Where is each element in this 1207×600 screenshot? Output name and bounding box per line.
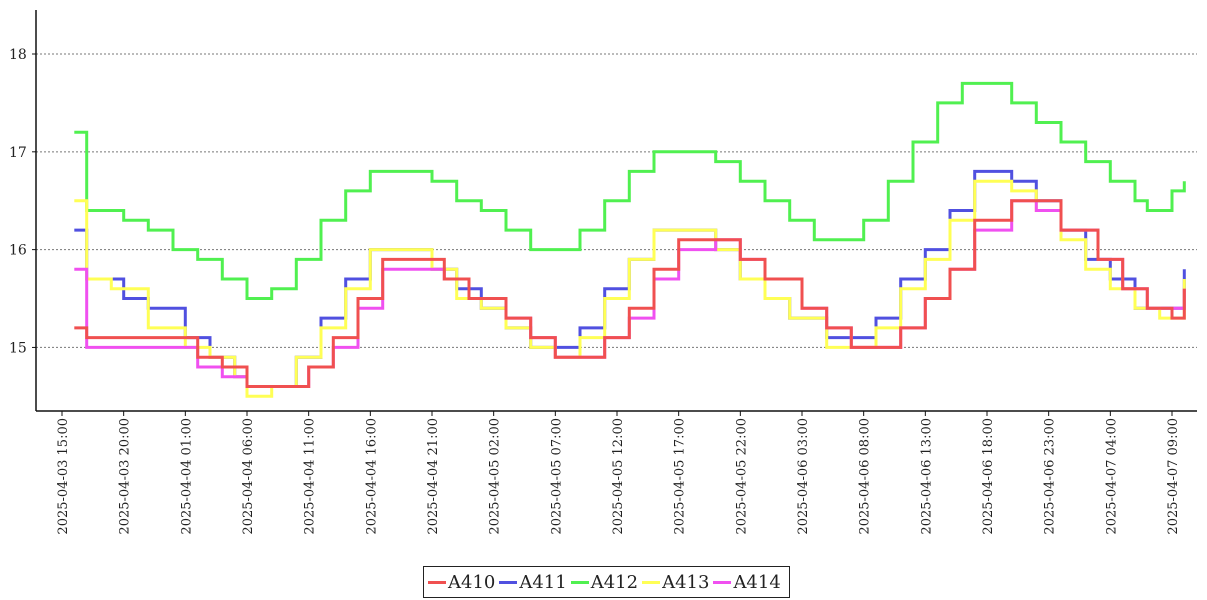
x-tick-label: 2025-04-06 03:00 (796, 418, 811, 535)
x-tick-label: 2025-04-04 01:00 (179, 418, 194, 535)
x-tick-label: 2025-04-05 22:00 (734, 418, 749, 535)
y-tick-label: 16 (9, 243, 27, 259)
legend-swatch (428, 580, 446, 584)
grid-lines (36, 53, 1197, 348)
legend-item-a412: A412 (570, 571, 639, 593)
x-tick-label: 2025-04-04 16:00 (364, 418, 379, 535)
y-tick-label: 17 (9, 145, 27, 161)
legend-item-a411: A411 (499, 571, 567, 593)
legend-label: A413 (662, 571, 710, 593)
legend-swatch (570, 580, 589, 584)
x-tick-label: 2025-04-04 11:00 (303, 418, 318, 535)
legend-item-a413: A413 (642, 572, 709, 593)
legend-label: A411 (519, 571, 567, 593)
x-tick-label: 2025-04-03 20:00 (118, 418, 133, 535)
legend-item-a414: A414 (713, 571, 781, 593)
series-line-a413 (74, 179, 1186, 398)
x-tick-label: 2025-04-06 18:00 (981, 418, 996, 535)
x-tick-label: 2025-04-05 07:00 (549, 418, 564, 535)
x-tick-label: 2025-04-05 02:00 (488, 418, 503, 535)
y-tick-label: 18 (9, 47, 27, 63)
x-tick-label: 2025-04-07 09:00 (1166, 418, 1181, 535)
legend: A410 A411 A412 A413 A414 (423, 566, 790, 598)
x-tick-label: 2025-04-06 08:00 (858, 418, 873, 535)
y-tick-label: 15 (9, 340, 27, 356)
series-line-a410 (74, 199, 1186, 388)
y-tick-labels: 15 16 17 18 (9, 47, 36, 356)
x-tick-label: 2025-04-04 06:00 (241, 418, 256, 535)
legend-label: A410 (448, 571, 496, 593)
x-tick-labels: 2025-04-03 15:00 2025-04-03 20:00 2025-04-… (56, 411, 1181, 535)
series-lines (74, 81, 1186, 398)
series-line-a412 (74, 81, 1186, 300)
x-tick-label: 2025-04-04 21:00 (426, 418, 441, 535)
legend-swatch (642, 580, 661, 584)
x-tick-label: 2025-04-06 13:00 (919, 418, 934, 535)
legend-label: A414 (733, 571, 781, 593)
x-tick-label: 2025-04-07 04:00 (1104, 418, 1119, 535)
legend-swatch (499, 580, 518, 584)
x-tick-label: 2025-04-05 17:00 (673, 418, 688, 535)
legend-label: A412 (590, 571, 639, 593)
legend-item-a410: A410 (428, 572, 495, 593)
x-tick-label: 2025-04-05 12:00 (611, 418, 626, 535)
x-tick-label: 2025-04-03 15:00 (56, 418, 71, 535)
legend-swatch (713, 580, 732, 584)
x-tick-label: 2025-04-06 23:00 (1043, 418, 1058, 535)
